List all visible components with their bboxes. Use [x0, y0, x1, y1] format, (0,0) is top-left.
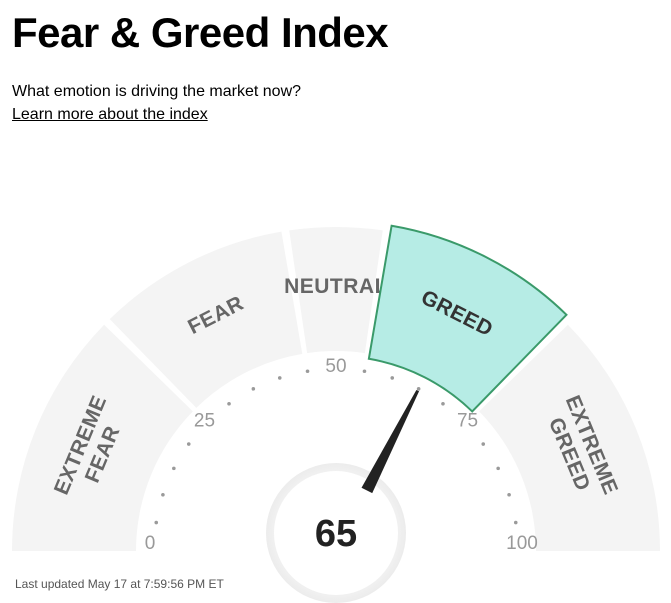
page-title: Fear & Greed Index	[12, 9, 389, 56]
segment-label-neutral: NEUTRAL	[284, 275, 388, 298]
segment-extreme-greed	[479, 324, 660, 551]
tick-label-100: 100	[506, 533, 538, 554]
gauge-needle-group: 65	[266, 389, 420, 603]
gauge-dot	[513, 520, 518, 525]
segment-fear	[109, 231, 303, 408]
gauge-dot	[172, 466, 176, 471]
needle-hub	[274, 471, 398, 595]
tick-label-75: 75	[457, 410, 478, 431]
gauge-dot	[154, 520, 159, 525]
gauge-dot	[390, 376, 395, 380]
gauge-dot	[416, 387, 421, 391]
last-updated: Last updated May 17 at 7:59:56 PM ET	[15, 577, 224, 591]
segment-greed	[367, 224, 568, 413]
gauge-dot	[227, 401, 231, 406]
gauge-dot	[507, 492, 511, 497]
tick-label-50: 50	[325, 356, 346, 377]
gauge-dots	[154, 369, 518, 525]
gauge-dot	[251, 387, 256, 391]
gauge-dot	[277, 376, 282, 380]
gauge-dot	[441, 401, 445, 406]
segment-extreme-fear	[12, 324, 193, 551]
gauge-dot	[161, 492, 165, 497]
tick-label-0: 0	[145, 533, 156, 554]
gauge-value: 65	[315, 513, 357, 555]
gauge-dot	[305, 369, 310, 374]
gauge-needle	[361, 389, 420, 494]
learn-more-link[interactable]: Learn more about the index	[12, 106, 208, 123]
gauge-tick-labels: 0 25 50 75 100	[145, 356, 538, 554]
gauge-dot	[496, 466, 500, 471]
segment-neutral	[289, 227, 383, 354]
gauge-dot	[481, 442, 486, 446]
gauge-dot	[186, 442, 191, 446]
gauge-dot	[362, 369, 367, 374]
page-subtitle: What emotion is driving the market now?	[12, 83, 302, 100]
tick-label-25: 25	[194, 410, 215, 431]
